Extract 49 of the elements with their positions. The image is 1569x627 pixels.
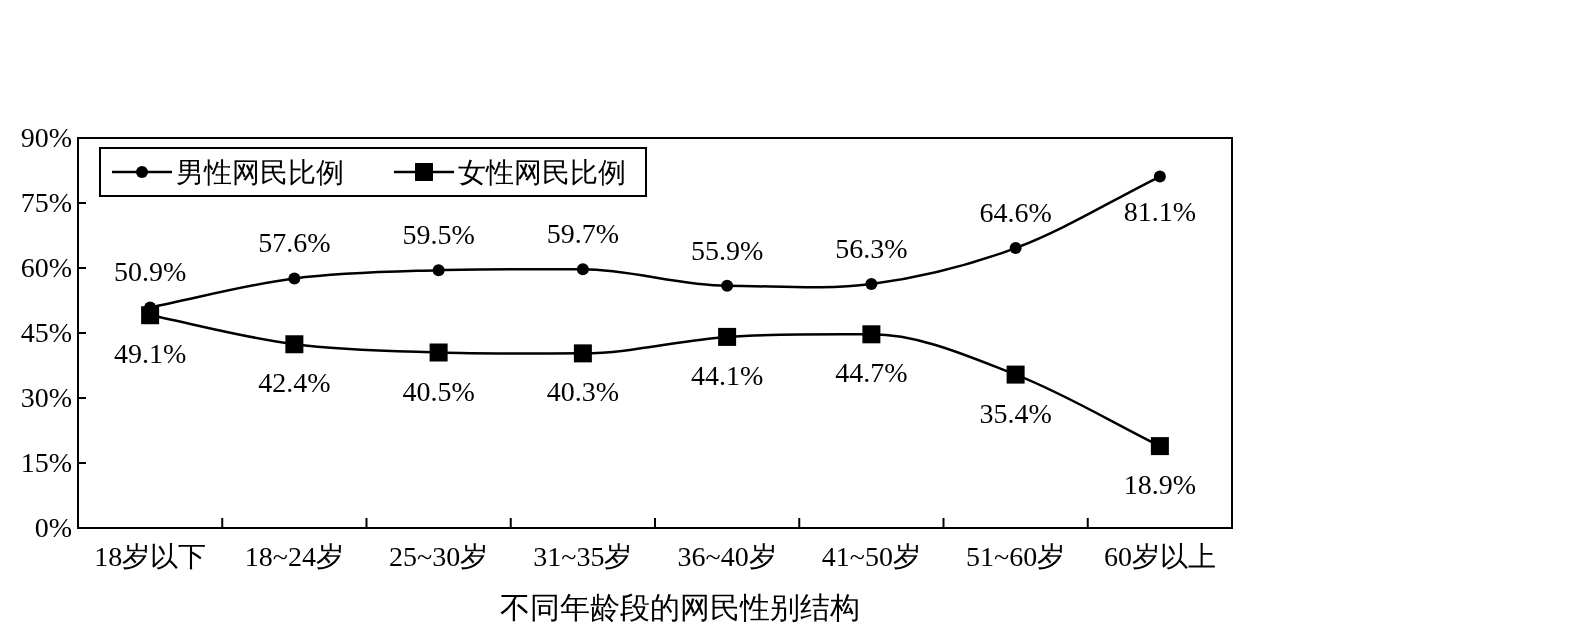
point [865,278,878,291]
point [576,263,589,276]
data-label: 56.3% [835,233,908,265]
point [288,272,301,285]
data-label: 49.1% [113,338,187,370]
legend-label: 女性网民比例 [458,157,626,188]
point [1006,365,1025,384]
x-axis-title: 不同年龄段的网民性别结构 [500,591,860,624]
point [429,343,448,362]
x-tick-label: 36~40岁 [677,541,777,572]
point [718,327,737,346]
y-tick-label: 45% [20,317,72,348]
data-label: 55.9% [690,234,764,266]
point [432,264,445,277]
x-tick-label: 25~30岁 [389,541,489,572]
data-label: 44.1% [690,359,764,391]
data-label: 35.4% [979,397,1052,429]
data-label: 40.5% [402,375,475,407]
x-tick-label: 31~35岁 [533,541,633,572]
legend-label: 男性网民比例 [176,157,344,188]
data-label: 59.7% [546,218,620,250]
point [1150,437,1169,456]
point [862,325,881,344]
data-label: 64.6% [979,197,1052,229]
y-tick-label: 30% [20,382,72,413]
y-tick-label: 90% [20,122,72,153]
point [285,335,304,354]
data-label: 81.1% [1123,195,1197,227]
y-tick-label: 15% [20,447,72,478]
y-tick-label: 0% [34,512,72,543]
data-label: 59.5% [402,219,475,251]
x-tick-label: 41~50岁 [821,541,921,572]
y-tick-label: 75% [20,187,72,218]
data-label: 18.9% [1123,469,1197,501]
x-tick-label: 60岁以上 [1103,541,1216,572]
point [1153,170,1166,183]
data-label: 40.3% [546,376,620,408]
y-tick-label: 60% [20,252,72,283]
point [721,279,734,292]
point [1009,242,1022,255]
x-tick-label: 51~60岁 [966,541,1066,572]
point [573,344,592,363]
data-label: 50.9% [113,256,187,288]
data-label: 57.6% [258,227,331,259]
data-label: 42.4% [258,367,331,399]
data-label: 44.7% [835,357,908,389]
x-tick-label: 18~24岁 [244,541,344,572]
point [141,306,160,325]
x-tick-label: 18岁以下 [94,541,207,572]
